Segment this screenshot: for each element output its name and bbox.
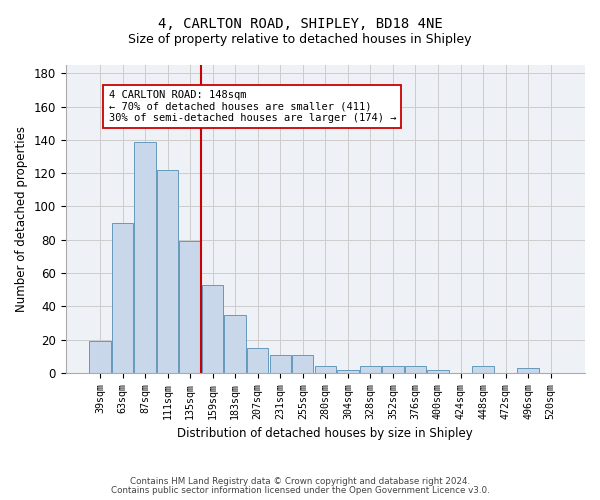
- Bar: [382, 366, 404, 373]
- Bar: [314, 366, 336, 373]
- Bar: [247, 348, 268, 373]
- Bar: [202, 284, 223, 373]
- Text: Size of property relative to detached houses in Shipley: Size of property relative to detached ho…: [128, 32, 472, 46]
- Bar: [337, 370, 359, 373]
- Bar: [427, 370, 449, 373]
- Bar: [179, 242, 201, 373]
- Y-axis label: Number of detached properties: Number of detached properties: [15, 126, 28, 312]
- Bar: [472, 366, 494, 373]
- Bar: [269, 354, 291, 373]
- Bar: [292, 354, 313, 373]
- Bar: [405, 366, 426, 373]
- Text: 4, CARLTON ROAD, SHIPLEY, BD18 4NE: 4, CARLTON ROAD, SHIPLEY, BD18 4NE: [158, 18, 442, 32]
- Text: 4 CARLTON ROAD: 148sqm
← 70% of detached houses are smaller (411)
30% of semi-de: 4 CARLTON ROAD: 148sqm ← 70% of detached…: [109, 90, 396, 123]
- Text: Contains public sector information licensed under the Open Government Licence v3: Contains public sector information licen…: [110, 486, 490, 495]
- Text: Contains HM Land Registry data © Crown copyright and database right 2024.: Contains HM Land Registry data © Crown c…: [130, 477, 470, 486]
- Bar: [359, 366, 381, 373]
- Bar: [134, 142, 156, 373]
- X-axis label: Distribution of detached houses by size in Shipley: Distribution of detached houses by size …: [178, 427, 473, 440]
- Bar: [112, 223, 133, 373]
- Bar: [517, 368, 539, 373]
- Bar: [89, 342, 110, 373]
- Bar: [157, 170, 178, 373]
- Bar: [224, 314, 246, 373]
